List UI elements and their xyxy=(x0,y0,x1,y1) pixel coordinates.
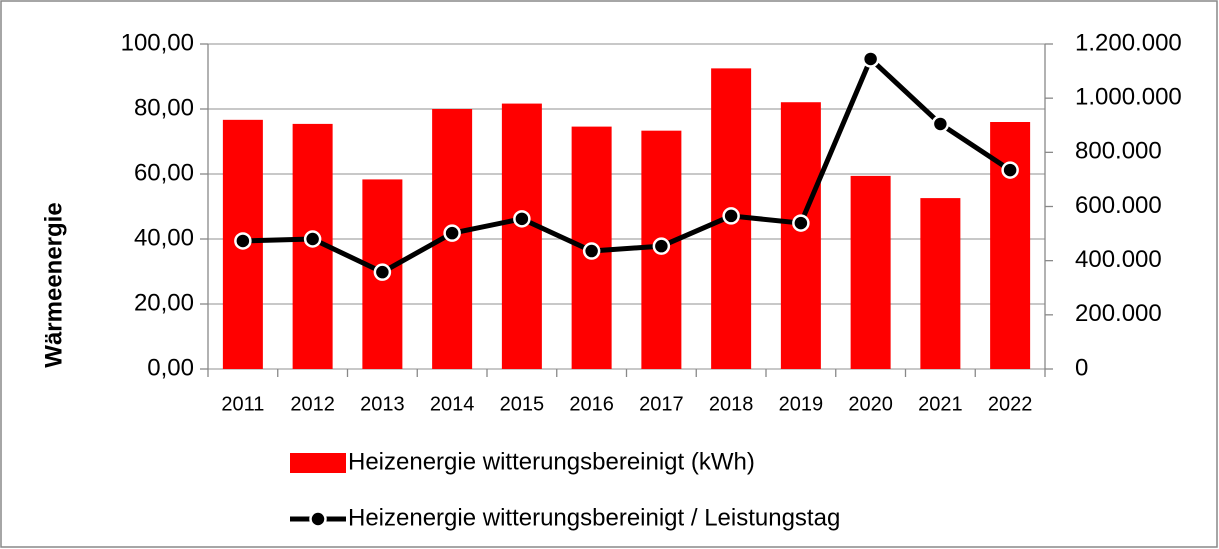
x-tick-label: 2022 xyxy=(988,393,1033,415)
line-marker xyxy=(373,263,392,281)
line-marker xyxy=(513,210,531,228)
x-tick-label: 2011 xyxy=(221,393,264,415)
y-tick-label: 80,00 xyxy=(134,94,194,121)
line-marker xyxy=(722,207,740,225)
bar xyxy=(920,198,961,369)
x-tick-label: 2013 xyxy=(360,393,405,415)
legend-label: Heizenergie witterungsbereinigt / Leistu… xyxy=(348,504,840,531)
legend-swatch xyxy=(290,453,346,473)
x-tick-label: 2015 xyxy=(500,393,545,415)
legend-label: Heizenergie witterungsbereinigt (kWh) xyxy=(348,448,755,475)
line-marker xyxy=(582,242,601,260)
x-tick-label: 2016 xyxy=(569,393,614,415)
y2-tick-label: 600.000 xyxy=(1075,192,1162,219)
line-marker xyxy=(234,232,252,250)
y2-tick-label: 1.200.000 xyxy=(1075,29,1182,56)
bar xyxy=(780,102,821,370)
x-tick-label: 2017 xyxy=(639,393,684,415)
line-marker xyxy=(443,224,461,242)
legend-swatch xyxy=(309,510,327,528)
bar xyxy=(850,175,891,369)
y-axis-title: Wärmeenergie xyxy=(40,202,67,367)
y-tick-label: 20,00 xyxy=(134,289,194,316)
line xyxy=(242,56,1012,275)
x-tick-label: 2019 xyxy=(779,393,824,415)
line-marker xyxy=(931,115,950,133)
y2-tick-label: 400.000 xyxy=(1075,246,1162,273)
y2-tick-label: 0 xyxy=(1075,354,1088,381)
y-tick-label: 40,00 xyxy=(134,224,194,251)
x-tick-label: 2020 xyxy=(848,393,893,415)
y2-tick-label: 800.000 xyxy=(1075,138,1162,165)
line-marker xyxy=(303,230,322,248)
x-tick-label: 2014 xyxy=(430,393,475,415)
line-marker xyxy=(652,237,671,255)
y-tick-label: 100,00 xyxy=(121,29,194,56)
x-tick-label: 2012 xyxy=(290,393,335,415)
bar xyxy=(501,103,542,369)
y-tick-label: 60,00 xyxy=(134,159,194,186)
x-tick-label: 2018 xyxy=(709,393,754,415)
line-marker xyxy=(861,50,880,68)
y2-tick-label: 200.000 xyxy=(1075,300,1162,327)
y-tick-label: 0,00 xyxy=(147,354,194,381)
x-tick-label: 2021 xyxy=(918,393,963,415)
line-marker xyxy=(1001,161,1019,179)
y2-tick-label: 1.000.000 xyxy=(1075,84,1182,111)
line-marker xyxy=(792,214,810,232)
